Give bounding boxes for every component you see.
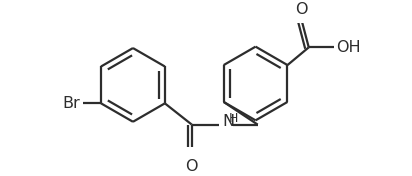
Text: Br: Br [63,96,80,111]
Text: O: O [185,159,198,174]
Text: OH: OH [336,40,360,55]
Text: N: N [222,114,234,129]
Text: O: O [295,2,308,17]
Text: H: H [229,112,238,125]
